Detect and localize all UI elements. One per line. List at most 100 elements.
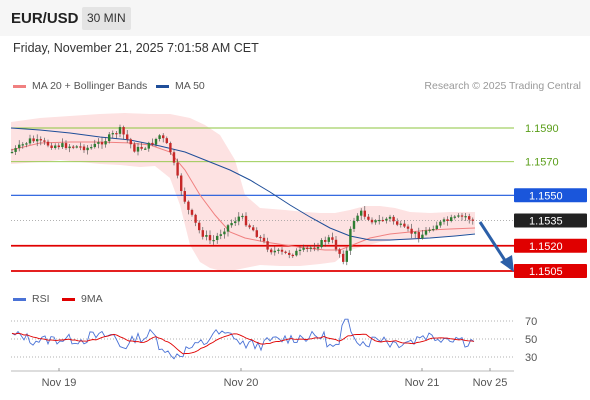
candle-body bbox=[212, 240, 215, 242]
candle-body bbox=[450, 217, 453, 221]
candle-body bbox=[21, 144, 24, 146]
candle-body bbox=[111, 133, 114, 135]
level-label-1.1535: 1.1535 bbox=[529, 216, 563, 228]
candle-body bbox=[442, 219, 446, 222]
candle-body bbox=[424, 230, 428, 235]
rsi-swatch bbox=[13, 297, 26, 301]
candle-body bbox=[352, 220, 356, 229]
x-label-nov-25: Nov 25 bbox=[473, 377, 508, 389]
candle-body bbox=[223, 231, 226, 235]
candle-body bbox=[327, 237, 330, 242]
candle-body bbox=[46, 141, 50, 146]
candle-body bbox=[36, 139, 39, 142]
candle-body bbox=[399, 223, 402, 225]
candle-body bbox=[43, 140, 46, 142]
candle-body bbox=[136, 146, 140, 152]
candle-body bbox=[356, 215, 359, 221]
candle-body bbox=[133, 144, 136, 152]
candle-body bbox=[417, 232, 420, 239]
level-tag-1.1550 bbox=[514, 188, 587, 203]
candle-body bbox=[381, 219, 384, 222]
candle-body bbox=[388, 216, 392, 219]
candle-body bbox=[248, 225, 251, 228]
candle-body bbox=[14, 148, 17, 152]
candle-body bbox=[392, 216, 395, 222]
candle-body bbox=[291, 254, 294, 257]
legend-9ma-label: 9MA bbox=[81, 293, 103, 305]
candle-body bbox=[28, 138, 32, 144]
legend-rsi: RSI bbox=[13, 293, 50, 305]
candle-body bbox=[57, 145, 60, 148]
x-label-nov-19: Nov 19 bbox=[42, 377, 77, 389]
candle-body bbox=[39, 139, 42, 141]
candle-body bbox=[302, 247, 305, 250]
candle-body bbox=[32, 138, 35, 142]
candle-body bbox=[216, 235, 219, 241]
candle-body bbox=[396, 221, 399, 225]
candle-body bbox=[241, 215, 244, 218]
candle-body bbox=[108, 134, 111, 142]
candle-body bbox=[270, 249, 273, 253]
timeframe-badge[interactable]: 30 MIN bbox=[82, 7, 131, 30]
candle-body bbox=[244, 215, 248, 226]
candle-body bbox=[331, 237, 334, 240]
bollinger-band bbox=[11, 113, 475, 272]
candle-body bbox=[446, 219, 449, 221]
candle-body bbox=[97, 142, 100, 144]
candle-body bbox=[158, 135, 161, 139]
candle-body bbox=[421, 234, 424, 239]
candle-body bbox=[324, 239, 327, 242]
candle-body bbox=[151, 142, 154, 145]
research-credit: Research © 2025 Trading Central bbox=[424, 80, 581, 92]
candle-body bbox=[205, 235, 208, 237]
candle-body bbox=[187, 201, 190, 210]
currency-pair: EUR/USD bbox=[11, 10, 79, 27]
candle-body bbox=[169, 143, 172, 153]
candle-body bbox=[284, 251, 287, 253]
candle-body bbox=[334, 239, 338, 250]
candle-body bbox=[360, 210, 363, 216]
candle-body bbox=[349, 228, 352, 251]
candle-body bbox=[410, 228, 413, 234]
candle-body bbox=[50, 145, 53, 148]
x-label-nov-21: Nov 21 bbox=[405, 377, 440, 389]
candle-body bbox=[201, 230, 204, 237]
forecast-arrow-head bbox=[500, 255, 514, 272]
level-label-1.1590: 1.1590 bbox=[525, 123, 559, 135]
candle-body bbox=[122, 127, 125, 135]
candle-body bbox=[342, 253, 345, 262]
level-label-1.1550: 1.1550 bbox=[529, 190, 563, 202]
candle-body bbox=[345, 250, 348, 262]
candle-body bbox=[457, 215, 460, 217]
candle-body bbox=[234, 221, 237, 224]
candle-body bbox=[140, 146, 143, 149]
candle-body bbox=[75, 146, 78, 148]
candle-body bbox=[306, 247, 309, 249]
candle-body bbox=[370, 219, 374, 223]
legend-rsi-label: RSI bbox=[32, 293, 50, 305]
level-tag-last bbox=[514, 213, 587, 228]
forecast-arrow-shaft bbox=[478, 221, 508, 263]
rsi-tick-70: 70 bbox=[525, 316, 537, 328]
candle-body bbox=[288, 252, 291, 255]
candle-body bbox=[115, 133, 118, 135]
candle-body bbox=[280, 249, 284, 252]
candle-body bbox=[190, 209, 194, 215]
candle-body bbox=[316, 247, 320, 249]
timestamp: Friday, November 21, 2025 7:01:58 AM CET bbox=[13, 41, 259, 55]
x-label-nov-20: Nov 20 bbox=[224, 377, 259, 389]
legend-ma20-label: MA 20 + Bollinger Bands bbox=[32, 80, 148, 92]
candle-body bbox=[273, 250, 276, 253]
candle-body bbox=[176, 162, 179, 176]
candle-body bbox=[54, 145, 57, 148]
candle-body bbox=[72, 146, 75, 148]
ma9-swatch bbox=[62, 297, 75, 301]
candle-body bbox=[363, 210, 366, 217]
legend-9ma: 9MA bbox=[62, 293, 103, 305]
level-tag-1.1520 bbox=[514, 238, 587, 253]
candle-body bbox=[309, 247, 312, 249]
header-bar: EUR/USD 30 MIN bbox=[0, 0, 590, 36]
level-label-1.1505: 1.1505 bbox=[529, 266, 563, 278]
candle-body bbox=[219, 234, 222, 236]
candle-body bbox=[129, 139, 132, 145]
